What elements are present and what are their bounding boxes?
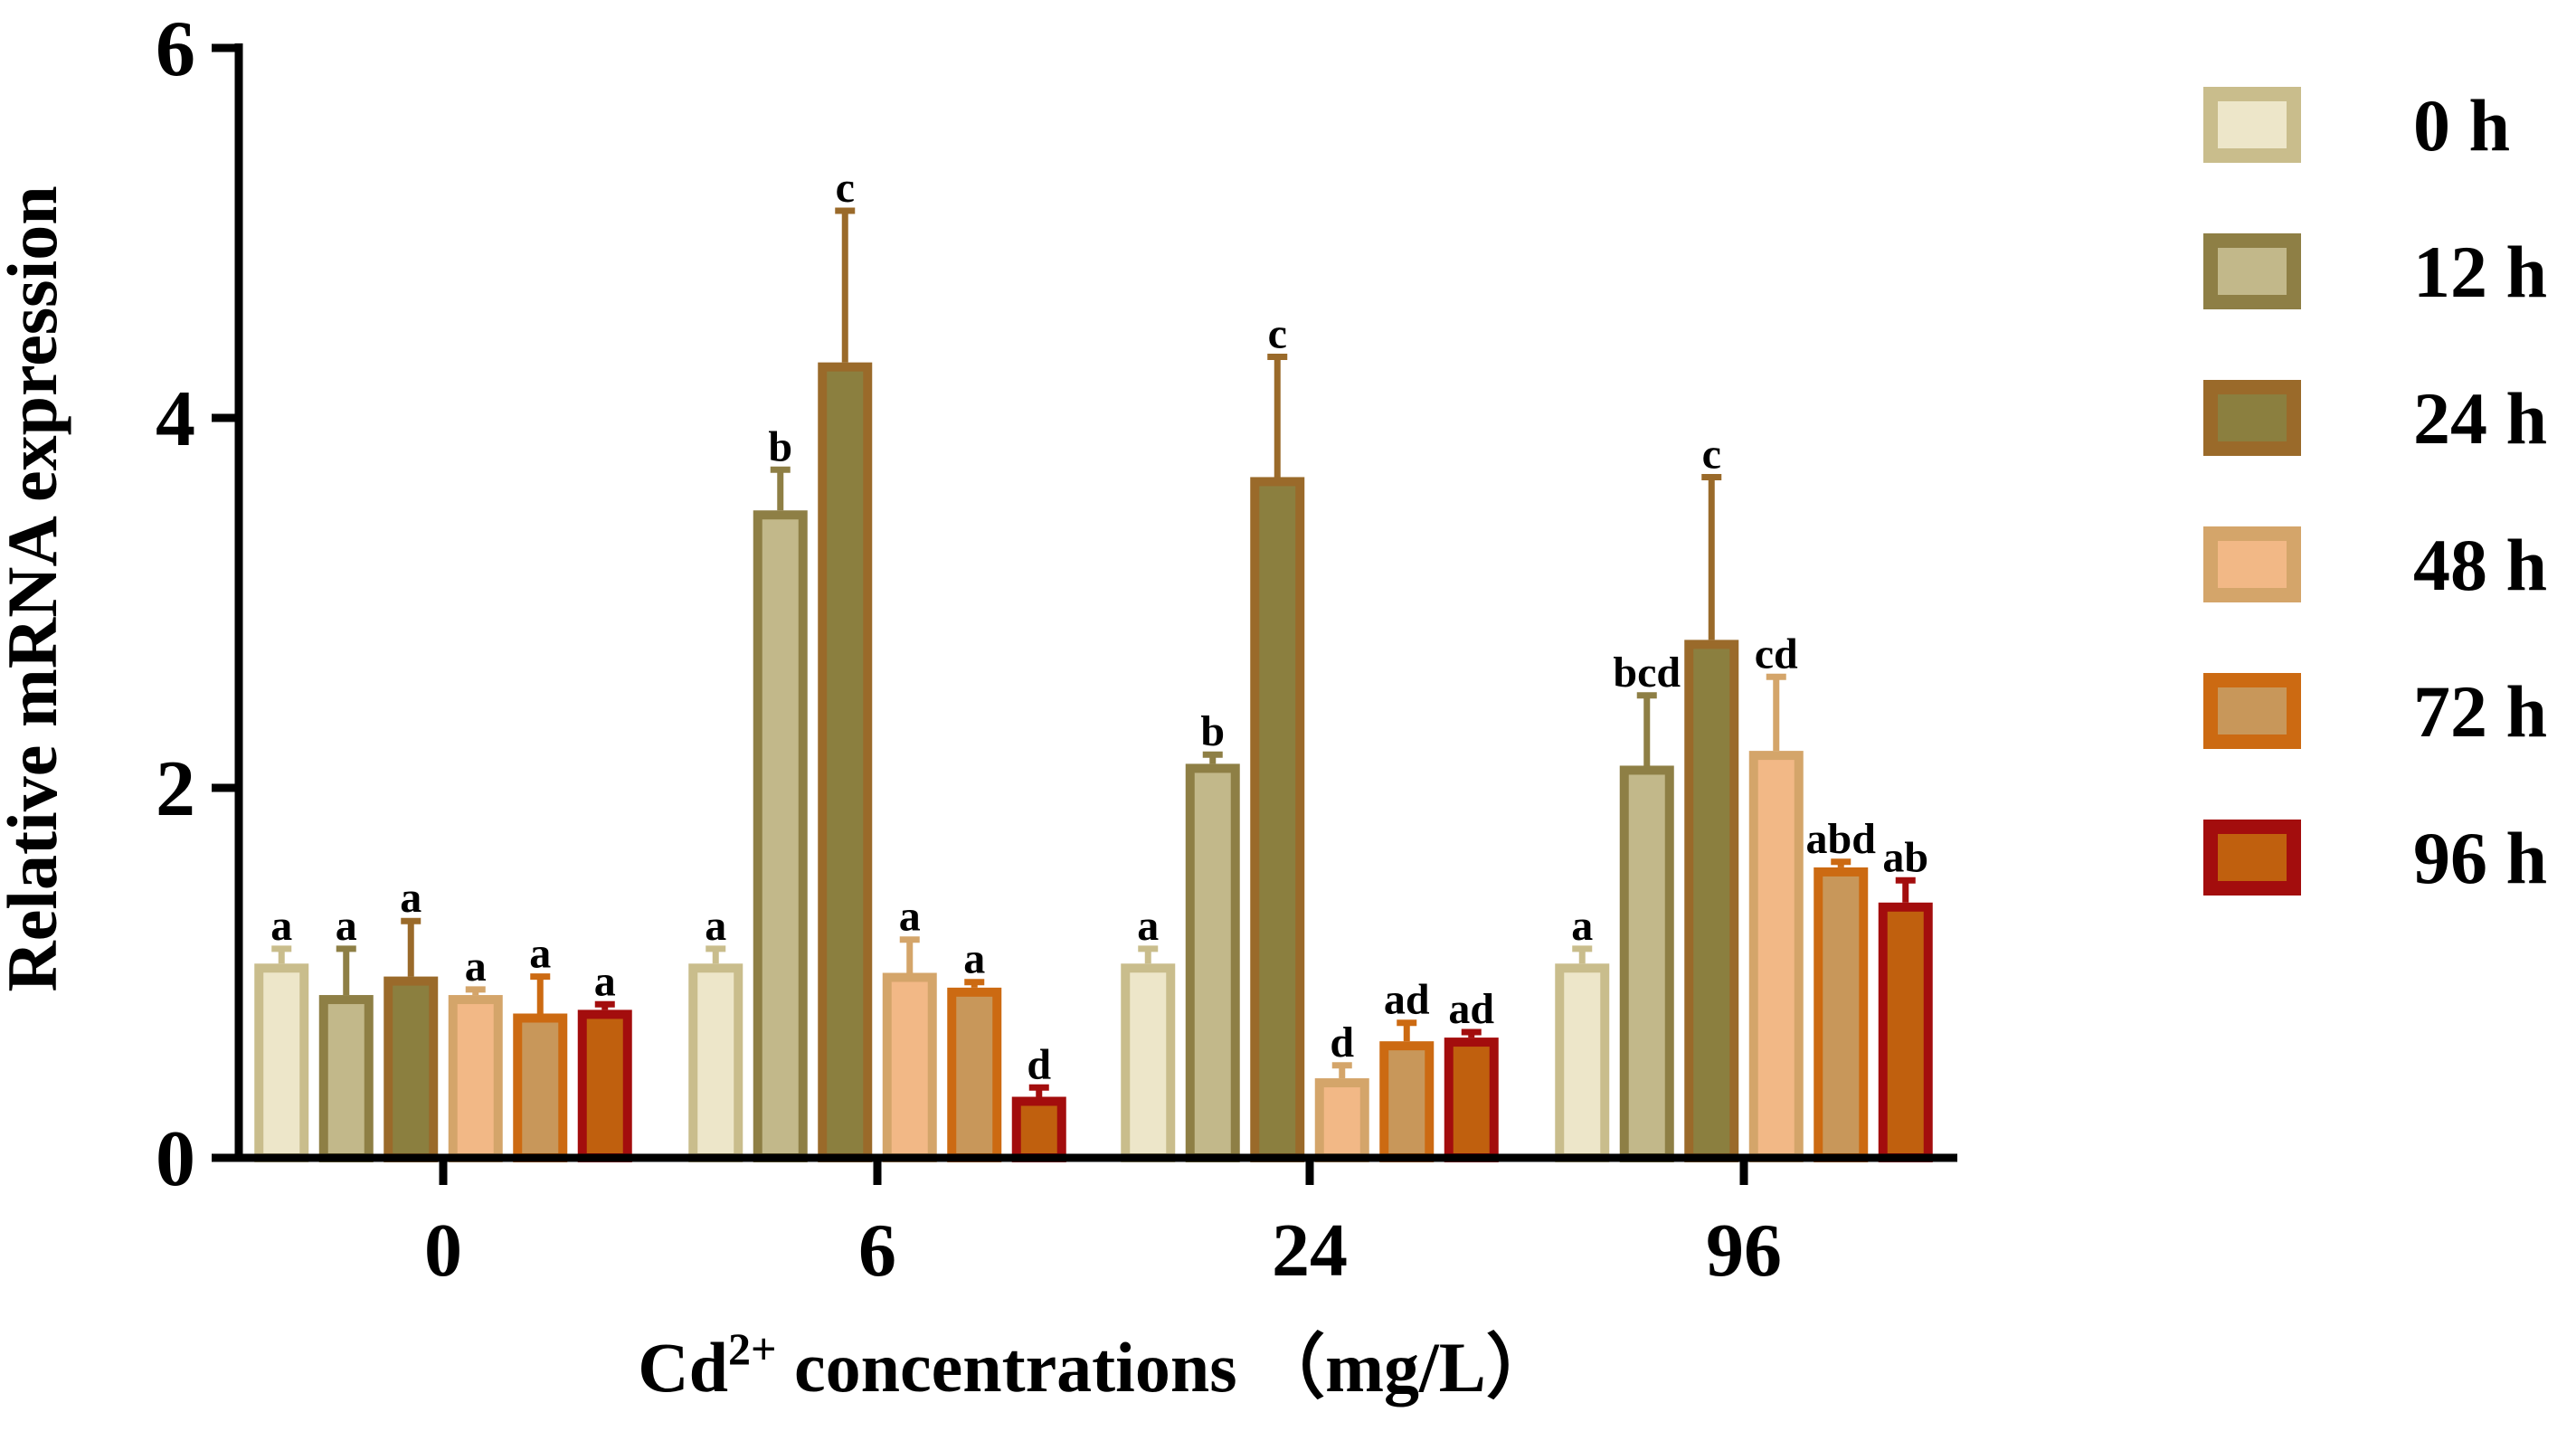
- legend-label: 24 h: [2413, 377, 2547, 460]
- significance-label: a: [400, 874, 421, 922]
- significance-label: a: [594, 957, 616, 1005]
- legend-item: 0 h: [2203, 84, 2510, 166]
- x-axis-title-rest: concentrations （mg/L）: [776, 1328, 1556, 1407]
- significance-label: ad: [1448, 985, 1494, 1033]
- significance-label: a: [465, 943, 487, 990]
- bar: [1814, 867, 1869, 1162]
- bar: [254, 963, 309, 1163]
- x-tick-label: 96: [1706, 1208, 1782, 1293]
- bar: [688, 963, 743, 1163]
- bar: [1185, 763, 1240, 1162]
- significance-label: d: [1330, 1019, 1354, 1066]
- bar: [1250, 477, 1305, 1162]
- significance-label: a: [336, 902, 357, 950]
- legend-swatch: [2203, 233, 2301, 309]
- significance-label: ad: [1384, 976, 1430, 1024]
- y-axis-title: Relative mRNA expression: [0, 185, 71, 991]
- y-tick-label: 4: [156, 375, 195, 463]
- significance-label: abd: [1806, 815, 1877, 863]
- bar: [513, 1013, 568, 1162]
- bar: [318, 995, 374, 1163]
- bar: [448, 995, 503, 1163]
- significance-label: a: [529, 930, 551, 978]
- bar: [1748, 751, 1804, 1162]
- bar: [753, 510, 808, 1162]
- bar: [1379, 1041, 1435, 1163]
- legend-swatch: [2203, 87, 2301, 163]
- significance-label: b: [1200, 707, 1225, 755]
- bar: [1619, 765, 1674, 1163]
- significance-label: b: [768, 422, 792, 470]
- legend-item: 72 h: [2203, 670, 2547, 753]
- legend-item: 12 h: [2203, 231, 2547, 313]
- bar: [1555, 963, 1610, 1163]
- significance-label: c: [1702, 430, 1721, 478]
- legend-swatch: [2203, 380, 2301, 456]
- significance-label: a: [963, 935, 985, 983]
- legend-label: 72 h: [2413, 670, 2547, 753]
- bar: [1011, 1096, 1066, 1163]
- legend-label: 48 h: [2413, 524, 2547, 606]
- y-tick-label: 2: [156, 745, 195, 833]
- x-axis-title: Cd2+ concentrations （mg/L）: [638, 1323, 1557, 1407]
- bar: [1444, 1038, 1499, 1162]
- legend-item: 48 h: [2203, 524, 2547, 606]
- legend-item: 96 h: [2203, 817, 2547, 899]
- y-tick-label: 6: [156, 5, 195, 93]
- significance-label: ab: [1882, 833, 1928, 881]
- bar: [1121, 963, 1176, 1163]
- significance-label: d: [1027, 1040, 1051, 1088]
- bar: [1684, 640, 1739, 1162]
- bar: [577, 1009, 632, 1163]
- bar: [947, 987, 1002, 1162]
- x-tick-label: 24: [1272, 1208, 1348, 1293]
- bar: [1314, 1078, 1369, 1162]
- significance-label: a: [705, 902, 726, 950]
- bar: [384, 976, 439, 1162]
- legend: 0 h 12 h 24 h 48 h 72 h 96 h: [2203, 84, 2547, 899]
- bar: [818, 362, 873, 1162]
- significance-label: cd: [1755, 630, 1798, 678]
- x-axis-title-sup: 2+: [728, 1323, 777, 1374]
- significance-label: c: [836, 164, 855, 212]
- x-tick-label: 6: [858, 1208, 896, 1293]
- legend-label: 12 h: [2413, 231, 2547, 313]
- significance-label: a: [270, 902, 292, 950]
- significance-label: a: [1571, 902, 1593, 950]
- significance-label: c: [1268, 310, 1287, 358]
- legend-label: 96 h: [2413, 817, 2547, 899]
- x-axis-title-main: Cd: [638, 1328, 728, 1407]
- y-tick-label: 0: [156, 1115, 195, 1203]
- legend-swatch: [2203, 820, 2301, 896]
- bar: [1878, 902, 1933, 1162]
- legend-label: 0 h: [2413, 84, 2510, 166]
- bar: [882, 972, 937, 1162]
- legend-swatch: [2203, 526, 2301, 602]
- legend-item: 24 h: [2203, 377, 2547, 460]
- significance-label: bcd: [1613, 649, 1681, 697]
- legend-swatch: [2203, 673, 2301, 749]
- significance-label: a: [1137, 902, 1159, 950]
- x-tick-label: 0: [424, 1208, 462, 1293]
- significance-label: a: [899, 893, 921, 941]
